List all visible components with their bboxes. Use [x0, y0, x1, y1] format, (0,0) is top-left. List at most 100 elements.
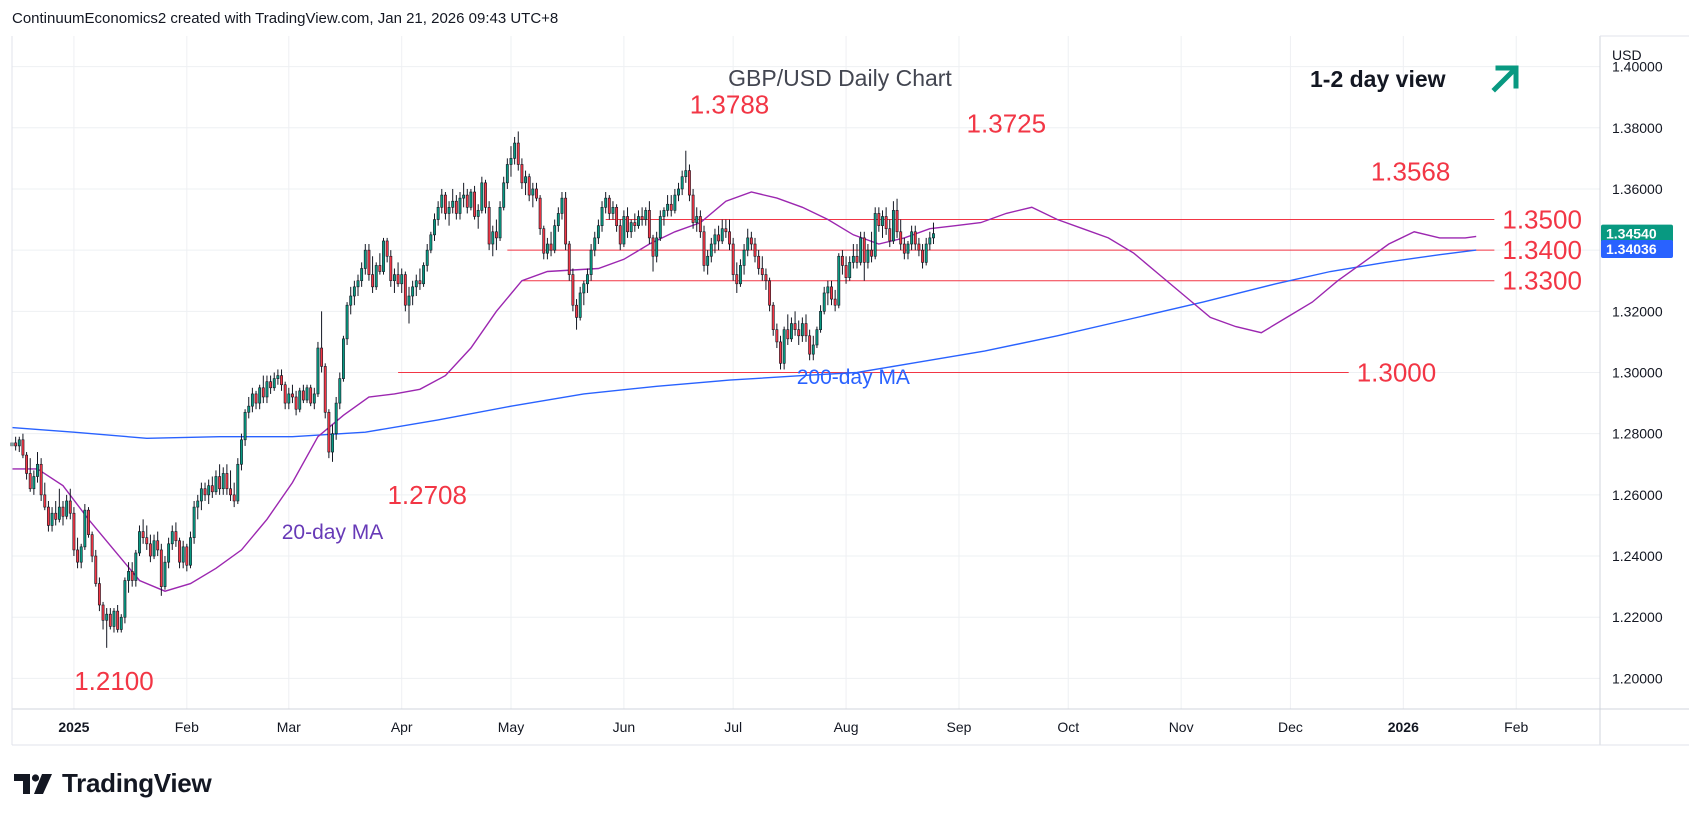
- level-label: 1.3300: [1502, 266, 1582, 296]
- candle: [855, 244, 859, 269]
- candle: [724, 219, 728, 238]
- candle: [90, 531, 94, 563]
- candle: [644, 207, 648, 226]
- candle: [178, 537, 181, 569]
- candle: [760, 256, 764, 281]
- candle: [425, 244, 429, 272]
- candle: [367, 244, 371, 281]
- candle: [604, 192, 608, 214]
- candle: [356, 274, 360, 297]
- ma-label: 200-day MA: [797, 366, 910, 389]
- candle: [899, 219, 903, 251]
- price-annotation: 1.3725: [967, 109, 1047, 139]
- candle: [476, 204, 480, 229]
- x-tick-label: Nov: [1169, 719, 1194, 735]
- candle: [61, 500, 65, 526]
- x-tick-label: Sep: [947, 719, 972, 735]
- candle: [702, 225, 706, 272]
- candle: [797, 320, 801, 345]
- ma-20-line: [12, 191, 1477, 592]
- candle: [484, 179, 487, 214]
- candle: [25, 452, 28, 480]
- candle: [691, 188, 695, 229]
- candle: [677, 182, 680, 202]
- y-tick-label: 1.40000: [1612, 59, 1663, 75]
- candle: [840, 250, 844, 275]
- candle: [440, 188, 444, 214]
- candle: [647, 201, 651, 245]
- candle: [549, 231, 553, 257]
- price-badge-text: 1.34036: [1606, 241, 1657, 257]
- candle: [199, 482, 203, 511]
- candle: [877, 207, 881, 232]
- candle: [611, 201, 615, 220]
- moving-averages: [11, 191, 1477, 592]
- candle: [396, 262, 400, 287]
- candle: [782, 326, 786, 370]
- candle: [800, 317, 804, 342]
- candle: [509, 146, 513, 177]
- currency-label: USD: [1612, 47, 1642, 63]
- candle: [305, 384, 309, 404]
- arrow-up-right-icon: [1491, 65, 1519, 93]
- candle: [808, 329, 812, 361]
- candle: [728, 219, 731, 251]
- candle: [272, 372, 276, 391]
- candle: [112, 608, 116, 633]
- candle: [567, 240, 571, 281]
- candle: [414, 274, 418, 297]
- candle: [312, 387, 316, 410]
- candle: [258, 384, 262, 410]
- candle: [553, 219, 557, 254]
- candle: [156, 531, 160, 557]
- candle: [76, 537, 79, 569]
- candle: [607, 195, 611, 220]
- candle: [706, 250, 710, 275]
- candle: [203, 482, 207, 501]
- candle: [921, 244, 924, 269]
- tradingview-logo[interactable]: TradingView: [14, 768, 212, 799]
- candle: [815, 326, 819, 349]
- candle: [323, 363, 327, 419]
- candle: [185, 543, 189, 572]
- candle: [181, 540, 185, 569]
- tradingview-wordmark: TradingView: [62, 768, 212, 798]
- candle: [833, 289, 837, 312]
- candle: [575, 299, 578, 330]
- candle: [688, 164, 691, 202]
- x-tick-label: Oct: [1057, 719, 1079, 735]
- candle: [473, 185, 476, 220]
- candle: [884, 207, 888, 235]
- candle: [283, 381, 287, 410]
- candle: [46, 500, 50, 532]
- candle: [757, 250, 761, 275]
- candle: [596, 219, 600, 245]
- candle: [65, 494, 69, 520]
- candle: [469, 188, 473, 211]
- candle: [225, 464, 229, 495]
- candle: [578, 286, 582, 321]
- x-tick-label: 2026: [1388, 719, 1419, 735]
- price-badge-text: 1.34540: [1606, 226, 1657, 242]
- price-annotation: 1.2100: [74, 666, 154, 696]
- y-tick-label: 1.38000: [1612, 120, 1663, 136]
- chart-title: GBP/USD Daily Chart: [728, 65, 952, 91]
- candle: [276, 369, 280, 385]
- candle: [167, 537, 171, 569]
- candle: [862, 231, 866, 281]
- candle: [851, 244, 855, 269]
- candle: [848, 256, 852, 281]
- candle: [651, 234, 655, 272]
- candle: [491, 225, 495, 257]
- candle: [662, 207, 666, 226]
- candle: [123, 577, 127, 624]
- candle: [378, 253, 382, 275]
- level-label: 1.3500: [1502, 205, 1582, 235]
- candle: [626, 207, 629, 238]
- candle: [520, 158, 524, 189]
- candle: [32, 470, 36, 495]
- candle: [622, 210, 626, 248]
- candle: [775, 323, 779, 349]
- candle: [618, 219, 622, 251]
